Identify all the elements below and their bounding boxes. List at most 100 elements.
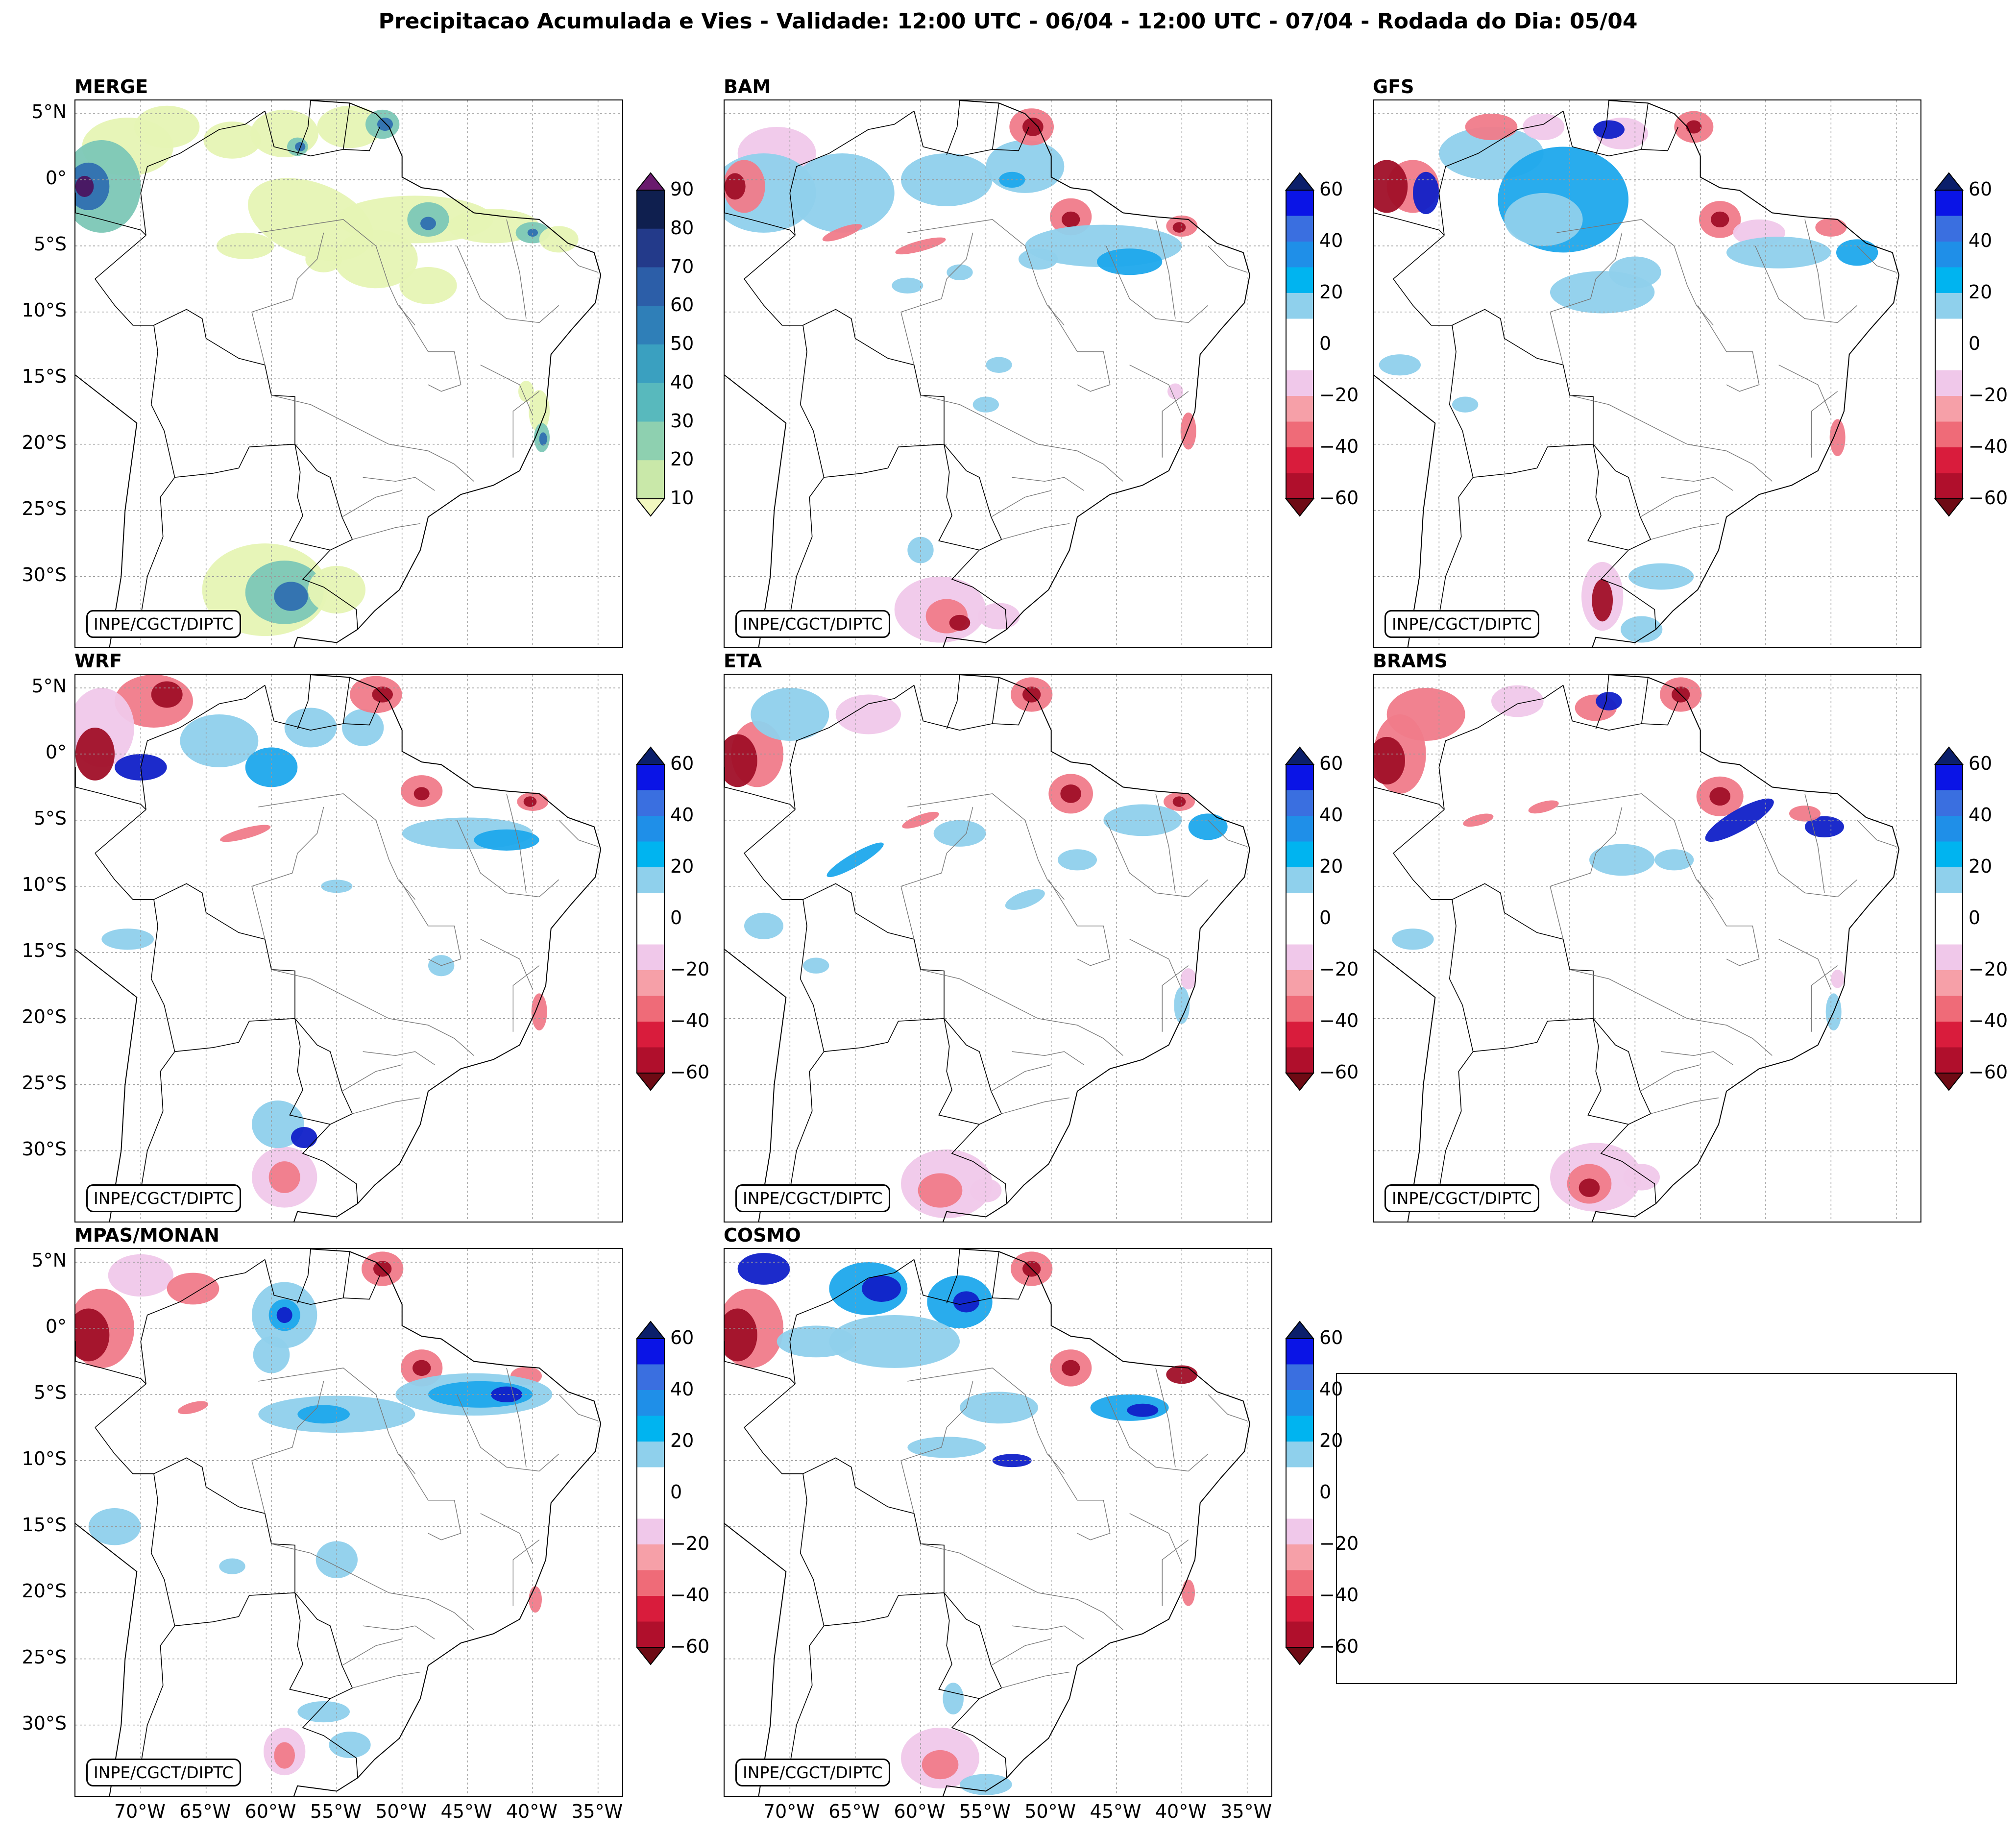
coastline bbox=[1374, 100, 1900, 647]
lat-label: 25°S bbox=[22, 497, 67, 519]
gridlines bbox=[75, 1249, 622, 1796]
field-cell bbox=[1596, 692, 1622, 710]
field-cell bbox=[949, 614, 971, 631]
colorbar-tick-label: 20 bbox=[1319, 1430, 1343, 1451]
colorbar-tick-label: 90 bbox=[670, 178, 694, 200]
panel-title-mpas-monan: MPAS/MONAN bbox=[74, 1224, 219, 1246]
state-borders bbox=[900, 793, 1247, 1114]
lon-label: 55°W bbox=[959, 1801, 1011, 1822]
colorbar-tick-label: 20 bbox=[1319, 856, 1343, 877]
lon-label: 50°W bbox=[1024, 1801, 1076, 1822]
colorbar-tick-label: 20 bbox=[1968, 281, 1992, 303]
field-cell bbox=[219, 1558, 245, 1574]
lon-label: 45°W bbox=[1090, 1801, 1142, 1822]
field-cell bbox=[377, 118, 393, 131]
state-borders bbox=[900, 1368, 1247, 1688]
lon-label: 65°W bbox=[828, 1801, 880, 1822]
colorbar-tick-label: 60 bbox=[670, 1327, 694, 1348]
field-cell bbox=[276, 1307, 292, 1323]
field-cell bbox=[88, 1508, 141, 1545]
colorbar-tick-label: 0 bbox=[1319, 333, 1332, 354]
field-cell bbox=[297, 1405, 350, 1424]
lat-label: 5°S bbox=[33, 233, 67, 255]
field-cell bbox=[862, 1275, 901, 1302]
country-borders bbox=[75, 1249, 381, 1778]
field-cell bbox=[529, 390, 550, 433]
coastline bbox=[725, 675, 1251, 1222]
field-cell bbox=[245, 747, 298, 787]
lat-label: 5°N bbox=[31, 675, 67, 697]
colorbar-tick-label: 40 bbox=[1319, 230, 1343, 251]
colorbar-mpas-monan bbox=[636, 1320, 665, 1665]
lat-label: 25°S bbox=[22, 1646, 67, 1668]
lat-label: 30°S bbox=[22, 1712, 67, 1734]
field-cell bbox=[413, 787, 430, 801]
field-cell bbox=[970, 1178, 1002, 1202]
field-cell bbox=[1374, 160, 1408, 213]
lat-label: 5°S bbox=[33, 807, 67, 829]
lat-label: 20°S bbox=[22, 431, 67, 453]
field-cell bbox=[1829, 419, 1846, 456]
lat-label: 10°S bbox=[22, 299, 67, 321]
field-cell bbox=[933, 820, 986, 847]
colorbar-tick-label: 20 bbox=[1968, 856, 1992, 877]
field-cell bbox=[1172, 222, 1186, 233]
field-cell bbox=[75, 175, 94, 197]
map-panel-brams: INPE/CGCT/DIPTC bbox=[1373, 674, 1921, 1223]
field-cell bbox=[1831, 969, 1844, 988]
colorbar-tick-label: 10 bbox=[670, 487, 694, 509]
field-cell bbox=[1789, 806, 1821, 822]
colorbar-tick-label: 0 bbox=[1319, 1481, 1332, 1503]
gridlines bbox=[75, 100, 622, 647]
field-cell bbox=[1705, 798, 1774, 842]
colorbar-tick-label: −60 bbox=[670, 1636, 710, 1657]
colorbar-tick-label: −20 bbox=[1968, 384, 2008, 406]
field-cell bbox=[803, 957, 829, 974]
lat-label: 30°S bbox=[22, 563, 67, 586]
lat-label: 5°N bbox=[31, 100, 67, 122]
field-cell bbox=[1062, 211, 1080, 228]
state-borders bbox=[1550, 793, 1896, 1114]
panel-title-gfs: GFS bbox=[1373, 76, 1414, 98]
lat-label: 5°N bbox=[31, 1249, 67, 1271]
map-canvas-eta bbox=[725, 675, 1271, 1222]
map-panel-mpas-monan: INPE/CGCT/DIPTC bbox=[74, 1248, 623, 1797]
field-cell bbox=[531, 993, 547, 1030]
field-cell bbox=[217, 232, 274, 259]
lat-label: 20°S bbox=[22, 1005, 67, 1027]
field-cell bbox=[1726, 236, 1831, 269]
map-canvas-merge bbox=[75, 100, 622, 647]
field-cell bbox=[737, 1253, 790, 1285]
field-cell bbox=[342, 709, 384, 746]
gridlines bbox=[725, 675, 1271, 1222]
field-cell bbox=[1593, 120, 1625, 139]
lat-label: 10°S bbox=[22, 1447, 67, 1469]
colorbar-tick-label: −40 bbox=[1319, 1010, 1359, 1031]
field-cell bbox=[1005, 889, 1045, 910]
field-cell bbox=[523, 796, 537, 807]
field-cell bbox=[922, 1750, 959, 1780]
field-cell bbox=[1180, 412, 1196, 450]
field-cell bbox=[1623, 1164, 1660, 1191]
state-borders bbox=[251, 793, 598, 1114]
map-canvas-wrf bbox=[75, 675, 622, 1222]
colorbar-tick-label: −20 bbox=[1319, 1533, 1359, 1554]
field-cell bbox=[317, 105, 383, 148]
colorbar-tick-label: −60 bbox=[1968, 487, 2008, 509]
credit-label: INPE/CGCT/DIPTC bbox=[1384, 610, 1539, 638]
field-cell bbox=[777, 1325, 855, 1358]
lon-label: 50°W bbox=[375, 1801, 427, 1822]
coastline bbox=[75, 100, 602, 647]
field-cell bbox=[986, 357, 1012, 373]
field-cell bbox=[1491, 685, 1544, 717]
field-cell bbox=[972, 396, 999, 413]
colorbar-tick-label: 30 bbox=[670, 410, 694, 432]
precip-field-gfs bbox=[1374, 111, 1878, 643]
map-canvas-mpas-monan bbox=[75, 1249, 622, 1796]
field-cell bbox=[1686, 120, 1702, 134]
field-cell bbox=[892, 277, 923, 294]
field-cell bbox=[248, 178, 373, 261]
colorbar-tick-label: 60 bbox=[1968, 178, 1992, 200]
country-borders bbox=[1374, 675, 1679, 1204]
gridlines bbox=[725, 1249, 1271, 1796]
